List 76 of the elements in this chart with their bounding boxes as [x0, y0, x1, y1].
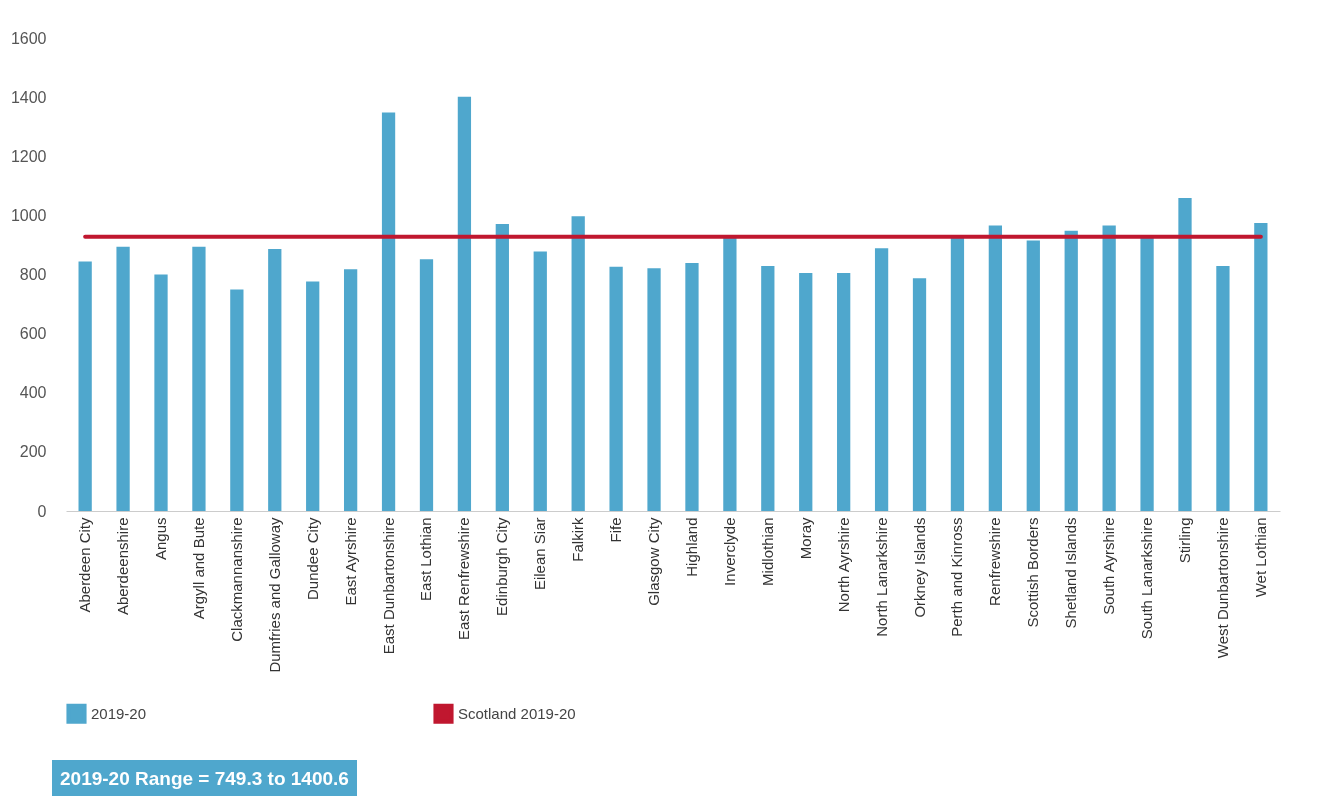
x-tick-label: Clackmannanshire	[227, 517, 245, 642]
x-tick-label: Fife	[607, 517, 625, 543]
x-tick-label: Renfrewshire	[986, 517, 1004, 606]
x-tick-label: Argyll and Bute	[189, 517, 207, 620]
x-tick-label: Scottish Borders	[1024, 517, 1042, 628]
bar	[723, 236, 737, 511]
bar	[533, 251, 547, 511]
y-tick-label: 1000	[10, 206, 47, 224]
x-tick-label: West Dunbartonshire	[1213, 517, 1231, 659]
bar	[78, 261, 92, 511]
text: 2019-20 Range = 749.3 to 1400.6	[52, 760, 357, 796]
x-tick-label: South Lanarkshire	[1138, 517, 1156, 640]
x-tick-label: Edinburgh City	[493, 517, 511, 616]
x-tick-label: East Dunbartonshire	[379, 517, 397, 655]
y-tick-label: 1200	[10, 147, 47, 165]
x-tick-label: Angus	[152, 517, 169, 561]
x-tick-label: Orkney Islands	[910, 517, 928, 618]
bar	[761, 265, 775, 511]
x-tick-label: Dundee City	[303, 517, 321, 601]
bar	[950, 236, 965, 511]
x-tick-label: North Ayrshire	[834, 517, 852, 613]
y-tick-label: 400	[19, 384, 47, 402]
legend-label: Scotland 2019-20	[458, 704, 576, 722]
y-tick-label: 200	[19, 443, 47, 461]
bar	[419, 259, 434, 511]
bar	[1026, 240, 1040, 511]
x-tick-label: Inverclyde	[720, 517, 738, 586]
bar	[874, 248, 889, 511]
bar	[457, 96, 472, 511]
bar	[1102, 225, 1116, 511]
bar	[268, 249, 282, 511]
bar	[988, 225, 1002, 511]
bar	[230, 289, 244, 511]
x-tick-label: East Lothian	[417, 517, 435, 601]
bar	[1178, 197, 1192, 511]
bar	[192, 246, 206, 511]
bar	[1064, 230, 1078, 511]
bar	[381, 112, 396, 511]
x-tick-label: South Ayrshire	[1100, 517, 1118, 615]
x-tick-label: Glasgow City	[645, 517, 663, 606]
x-tick-label: Wet Lothian	[1251, 517, 1269, 598]
bar	[647, 268, 661, 511]
x-tick-label: North Lanarkshire	[872, 517, 890, 637]
y-tick-label: 1600	[10, 29, 47, 47]
x-tick-label: Highland	[682, 517, 700, 577]
y-tick-label: 800	[19, 266, 47, 283]
bar	[685, 262, 699, 511]
y-tick-label: 0	[37, 502, 47, 520]
x-tick-label: Stirling	[1176, 517, 1193, 564]
bar	[799, 273, 813, 511]
x-tick-label: East Ayrshire	[341, 517, 359, 606]
x-tick-label: Eilean Siar	[531, 517, 549, 591]
x-tick-label: Perth and Kinross	[948, 517, 966, 637]
x-tick-label: Midlothian	[758, 517, 776, 586]
x-tick-label: Dumfries and Galloway	[265, 517, 283, 673]
bar	[837, 273, 851, 511]
x-tick-label: Aberdeenshire	[114, 517, 132, 616]
x-tick-label: Aberdeen City	[76, 517, 94, 613]
bar	[912, 278, 927, 511]
x-tick-label: East Renfrewshire	[455, 517, 473, 641]
bar	[1254, 223, 1268, 511]
bar	[116, 246, 130, 511]
y-tick-label: 600	[19, 325, 47, 343]
x-tick-label: Moray	[796, 517, 814, 560]
y-tick-label: 1400	[10, 88, 47, 106]
bar	[154, 274, 168, 511]
bar	[1140, 236, 1154, 511]
bar	[1216, 265, 1230, 511]
x-tick-label: Falkirk	[569, 517, 587, 562]
bar	[495, 223, 509, 511]
bar	[306, 281, 320, 511]
x-tick-label: Shetland Islands	[1062, 517, 1080, 629]
bar	[344, 269, 358, 511]
bar	[609, 266, 623, 511]
bar	[571, 216, 585, 511]
legend-label: 2019-20	[91, 704, 147, 722]
